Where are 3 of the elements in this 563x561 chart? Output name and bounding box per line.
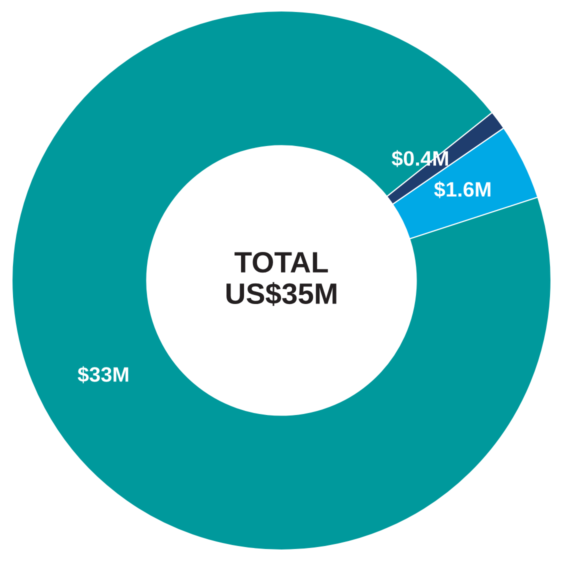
- data-label: $1.6M: [434, 181, 490, 198]
- data-label: $33M: [78, 366, 128, 384]
- text: TOTAL US$35M: [226, 252, 336, 306]
